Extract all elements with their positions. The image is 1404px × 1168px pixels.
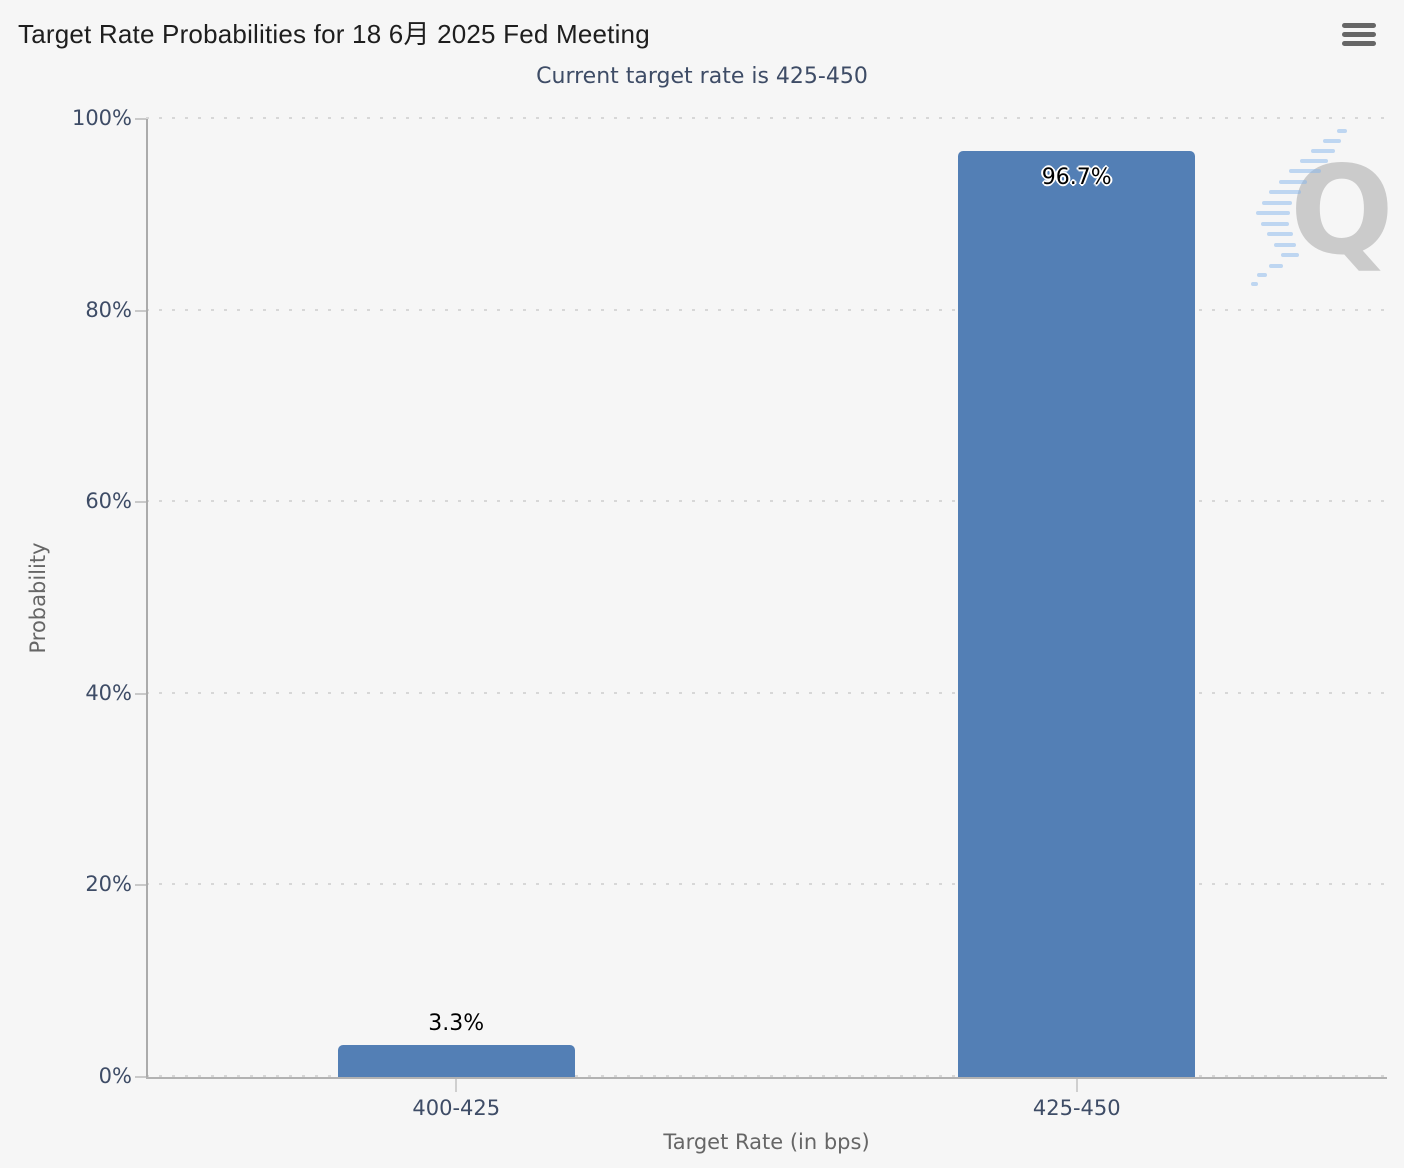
y-tick-mark: [135, 1076, 146, 1078]
x-axis-title: Target Rate (in bps): [663, 1130, 870, 1154]
y-tick-label: 20%: [85, 872, 132, 897]
y-gridline: [146, 883, 1392, 886]
watermark-speed-dash: [1300, 159, 1328, 163]
y-tick-mark: [135, 692, 146, 695]
watermark-speed-dash: [1269, 190, 1301, 194]
y-tick-mark: [135, 884, 146, 887]
y-tick-label: 40%: [85, 680, 132, 705]
watermark-speed-dash: [1323, 139, 1341, 143]
y-gridline: [146, 691, 1392, 694]
y-tick-mark: [135, 309, 146, 312]
watermark-speed-dash: [1262, 201, 1292, 205]
watermark-speed-dash: [1274, 243, 1296, 247]
y-tick-label: 80%: [85, 297, 132, 322]
y-tick-mark: [135, 118, 146, 120]
y-tick-label: 60%: [85, 489, 132, 514]
y-tick-label: 100%: [71, 106, 132, 130]
watermark-speed-dash: [1256, 211, 1290, 215]
watermark-speed-dash: [1289, 169, 1321, 173]
y-gridline: [146, 1075, 1392, 1077]
bar-value-label: 96.7%: [1041, 164, 1112, 190]
watermark-speed-dash: [1311, 149, 1335, 153]
chart-subtitle: Current target rate is 425-450: [536, 64, 868, 89]
y-gridline: [146, 117, 1392, 119]
watermark-speed-dash: [1267, 232, 1293, 236]
bar-425-450[interactable]: [958, 150, 1196, 1077]
hamburger-icon: [1342, 23, 1376, 28]
x-axis-line: [146, 1077, 1387, 1079]
y-axis-title: Probability: [26, 542, 50, 654]
watermark-speed-dash: [1257, 273, 1267, 277]
x-tick-mark: [455, 1079, 458, 1092]
watermark-q-logo: Q: [1290, 140, 1394, 282]
bar-400-425[interactable]: [337, 1045, 575, 1077]
x-tick-mark: [1075, 1079, 1078, 1092]
y-gridline: [146, 500, 1392, 503]
y-tick-mark: [135, 501, 146, 504]
x-tick-label: 425-450: [1032, 1096, 1121, 1120]
y-gridline: [146, 308, 1392, 311]
hamburger-icon: [1342, 32, 1376, 37]
export-menu-button[interactable]: [1342, 23, 1380, 51]
watermark-speed-dash: [1269, 264, 1283, 268]
hamburger-icon: [1342, 41, 1376, 46]
bar-value-label: 3.3%: [428, 1011, 485, 1037]
watermark-speed-dash: [1261, 222, 1289, 226]
y-tick-label: 0%: [98, 1064, 132, 1088]
watermark-speed-dash: [1281, 253, 1299, 257]
watermark-speed-dash: [1279, 180, 1307, 184]
watermark-speed-dash: [1251, 282, 1258, 286]
chart-title: Target Rate Probabilities for 18 6月 2025…: [18, 19, 650, 49]
watermark-speed-dash: [1337, 129, 1347, 133]
y-axis-line: [146, 119, 148, 1079]
x-tick-label: 400-425: [412, 1096, 501, 1120]
